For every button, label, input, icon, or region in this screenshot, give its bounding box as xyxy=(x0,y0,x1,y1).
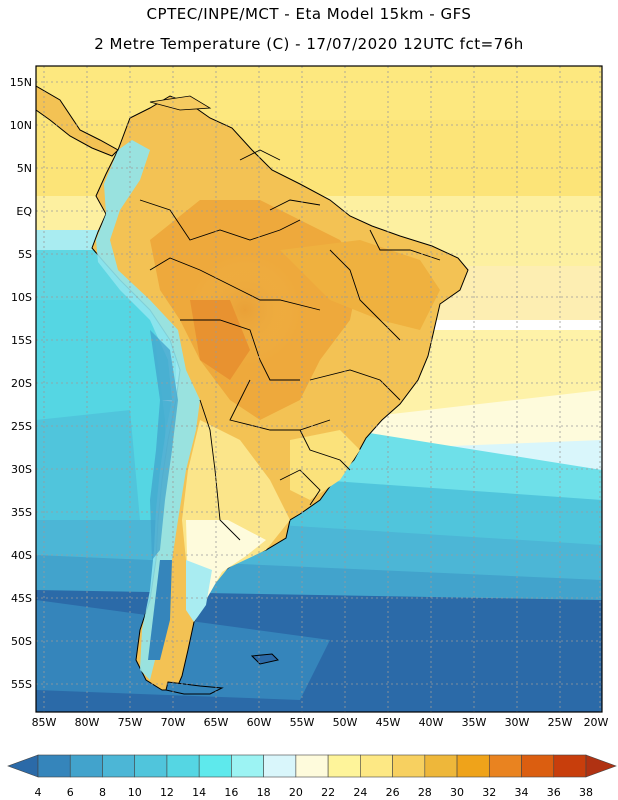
colorbar-swatch xyxy=(553,754,587,778)
lon-label: 65W xyxy=(204,716,229,729)
lat-label: 15N xyxy=(10,76,32,89)
lon-label: 55W xyxy=(290,716,315,729)
lat-label: 20S xyxy=(11,377,32,390)
colorbar-label: 22 xyxy=(321,786,335,799)
colorbar-swatch xyxy=(37,754,71,778)
colorbar-swatch xyxy=(263,754,297,778)
lon-label: 30W xyxy=(505,716,530,729)
colorbar-swatch xyxy=(424,754,458,778)
graticule xyxy=(36,66,602,712)
colorbar-swatch xyxy=(327,754,361,778)
colorbar-swatches xyxy=(7,754,617,778)
lon-label: 60W xyxy=(247,716,272,729)
lon-label: 50W xyxy=(333,716,358,729)
lon-label: 25W xyxy=(548,716,573,729)
colorbar-swatch xyxy=(360,754,393,778)
colorbar-label: 20 xyxy=(289,786,303,799)
lat-label: 15S xyxy=(11,334,32,347)
lat-label: 30S xyxy=(11,463,32,476)
colorbar-label: 18 xyxy=(257,786,271,799)
lon-label: 40W xyxy=(419,716,444,729)
colorbar-swatch xyxy=(392,754,426,778)
colorbar-label: 28 xyxy=(418,786,432,799)
lon-label: 70W xyxy=(161,716,186,729)
temperature-field xyxy=(36,66,602,712)
lat-label: 5N xyxy=(17,162,32,175)
colorbar-label: 16 xyxy=(224,786,238,799)
lat-label: 45S xyxy=(11,592,32,605)
colorbar-swatch xyxy=(166,754,200,778)
lat-label: 35S xyxy=(11,506,32,519)
colorbar-swatch xyxy=(7,754,39,778)
lon-label: 80W xyxy=(75,716,100,729)
colorbar-swatch xyxy=(456,754,490,778)
chart-subtitle: 2 Metre Temperature (C) - 17/07/2020 12U… xyxy=(94,35,524,53)
country-borders xyxy=(139,149,441,541)
lat-label: 50S xyxy=(11,635,32,648)
lon-label: 35W xyxy=(462,716,487,729)
colorbar-swatch xyxy=(488,754,522,778)
lat-label: EQ xyxy=(16,205,32,218)
lon-label: 45W xyxy=(376,716,401,729)
colorbar-labels: 4 6 8 10 12 14 16 18 20 22 24 26 28 30 32 34 36 38 xyxy=(35,786,594,799)
colorbar-swatch xyxy=(198,754,232,778)
lon-label: 85W xyxy=(32,716,57,729)
colorbar-label: 24 xyxy=(353,786,367,799)
lon-label: 20W xyxy=(584,716,609,729)
colorbar-label: 38 xyxy=(579,786,593,799)
colorbar-label: 12 xyxy=(160,786,174,799)
colorbar-label: 32 xyxy=(482,786,496,799)
colorbar-label: 4 xyxy=(35,786,42,799)
colorbar-label: 36 xyxy=(547,786,561,799)
map-frame xyxy=(35,65,603,713)
colorbar-label: 26 xyxy=(386,786,400,799)
lat-label: 40S xyxy=(11,549,32,562)
colorbar-swatch xyxy=(134,754,168,778)
colorbar-label: 34 xyxy=(515,786,529,799)
chart-title: CPTEC/INPE/MCT - Eta Model 15km - GFS xyxy=(146,5,472,23)
colorbar-swatch xyxy=(295,754,329,778)
colorbar-label: 14 xyxy=(192,786,206,799)
lon-label: 75W xyxy=(118,716,143,729)
longitude-axis: 85W 80W 75W 70W 65W 60W 55W 50W 45W 40W … xyxy=(32,716,609,729)
lat-label: 25S xyxy=(11,420,32,433)
colorbar-swatch xyxy=(231,754,264,778)
colorbar-swatch xyxy=(585,754,617,778)
colorbar-label: 10 xyxy=(128,786,142,799)
colorbar-label: 6 xyxy=(67,786,74,799)
latitude-axis: 15N 10N 5N EQ 5S 10S 15S 20S 25S 30S 35S… xyxy=(10,76,33,691)
colorbar-label: 30 xyxy=(450,786,464,799)
colorbar-swatch xyxy=(102,754,136,778)
lat-label: 55S xyxy=(11,678,32,691)
lat-label: 10N xyxy=(10,119,32,132)
colorbar-swatch xyxy=(69,754,103,778)
colorbar-label: 8 xyxy=(99,786,106,799)
lat-label: 5S xyxy=(18,248,32,261)
colorbar-swatch xyxy=(521,754,555,778)
lat-label: 10S xyxy=(11,291,32,304)
